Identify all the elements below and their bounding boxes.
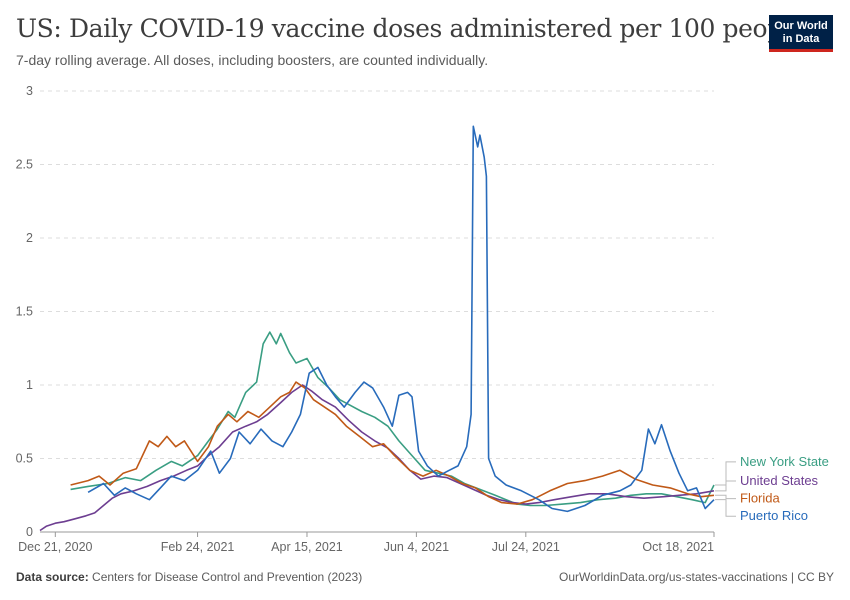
label-connector: [715, 494, 736, 500]
series-end-label[interactable]: Florida: [740, 491, 781, 506]
data-source: Data source: Centers for Disease Control…: [16, 570, 362, 584]
source-url[interactable]: OurWorldinData.org/us-states-vaccination…: [559, 570, 834, 584]
y-tick-label: 0.5: [16, 452, 33, 466]
x-tick-label: Dec 21, 2020: [18, 540, 92, 554]
x-tick-label: Oct 18, 2021: [642, 540, 714, 554]
series-end-label[interactable]: United States: [740, 473, 819, 488]
y-tick-label: 3: [26, 84, 33, 98]
series-lines: [39, 125, 715, 532]
y-tick-label: 1.5: [16, 305, 33, 319]
grid-lines: [40, 90, 714, 459]
x-tick-label: Feb 24, 2021: [161, 540, 235, 554]
x-tick-label: Jul 24, 2021: [492, 540, 560, 554]
series-end-label[interactable]: New York State: [740, 454, 829, 469]
logo-line-2: in Data: [782, 33, 820, 45]
y-tick-label: 2.5: [16, 158, 33, 172]
owid-logo[interactable]: Our World in Data: [769, 15, 833, 52]
data-source-label: Data source:: [16, 570, 89, 584]
label-connector: [715, 499, 736, 517]
data-source-text: Centers for Disease Control and Preventi…: [92, 570, 363, 584]
logo-line-1: Our World: [774, 20, 828, 32]
series-end-label[interactable]: Puerto Rico: [740, 508, 808, 523]
y-tick-label: 2: [26, 231, 33, 245]
label-connector: [715, 480, 736, 492]
y-tick-label: 1: [26, 378, 33, 392]
series-line[interactable]: [70, 331, 715, 507]
label-connector: [715, 461, 736, 486]
series-line[interactable]: [39, 384, 715, 532]
x-tick-label: Apr 15, 2021: [271, 540, 343, 554]
series-line[interactable]: [87, 125, 715, 513]
chart-subtitle: 7-day rolling average. All doses, includ…: [16, 52, 489, 68]
series-labels: New York State United States Florida Puerto…: [715, 454, 829, 523]
axes: 0 0.5 1 1.5 2 2.5 3 Dec 21, 2020 Feb 24, 2021 Apr…: [16, 84, 715, 554]
series-line[interactable]: [70, 381, 715, 505]
chart-title: US: Daily COVID-19 vaccine doses adminis…: [16, 14, 805, 43]
x-tick-label: Jun 4, 2021: [384, 540, 449, 554]
y-tick-label: 0: [26, 525, 33, 539]
